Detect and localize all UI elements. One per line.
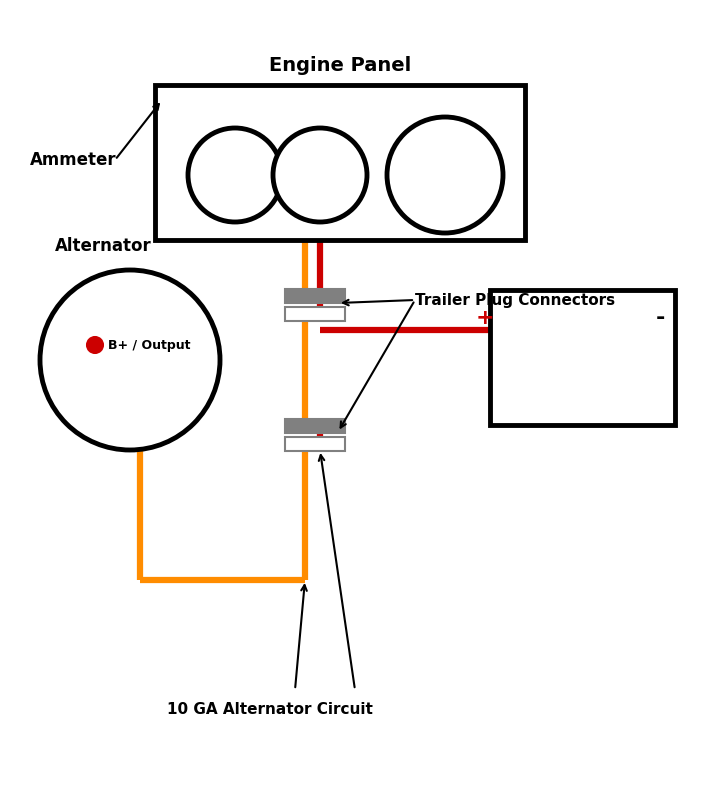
Bar [285, 437, 345, 451]
Bar [285, 307, 345, 321]
Text: B+ / Output: B+ / Output [108, 338, 191, 351]
Text: +: + [476, 308, 494, 328]
Text: Alternator: Alternator [55, 237, 152, 255]
Text: Engine Panel: Engine Panel [269, 56, 411, 75]
Text: 10 GA Alternator Circuit: 10 GA Alternator Circuit [167, 702, 373, 718]
Circle shape [87, 337, 103, 353]
Bar [285, 289, 345, 303]
Bar [155, 85, 525, 240]
Circle shape [387, 117, 503, 233]
Circle shape [188, 128, 282, 222]
Circle shape [40, 270, 220, 450]
Bar [285, 419, 345, 433]
Text: -: - [655, 308, 665, 328]
Text: Ammeter: Ammeter [30, 151, 117, 169]
Bar [490, 290, 675, 425]
Text: Trailer Plug Connectors: Trailer Plug Connectors [415, 293, 615, 307]
Circle shape [273, 128, 367, 222]
